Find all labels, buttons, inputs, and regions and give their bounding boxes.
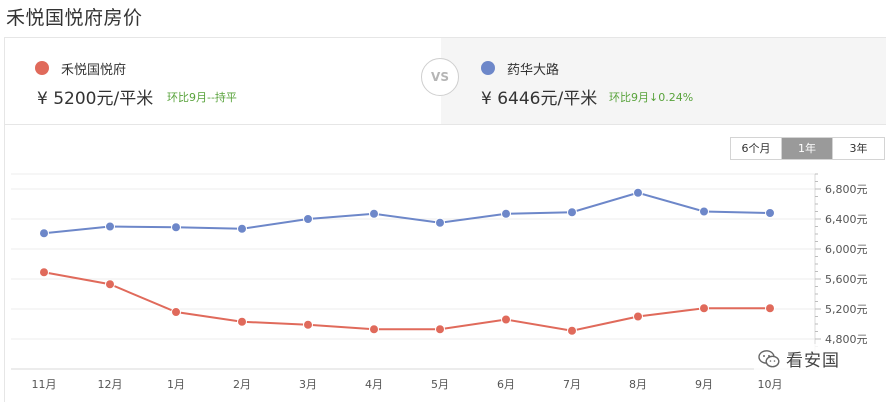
x-tick-label: 1月 (167, 378, 185, 391)
y-tick-label: 6,000元 (825, 243, 868, 256)
y-tick-label: 5,600元 (825, 273, 868, 286)
series-line (43, 271, 770, 332)
data-point[interactable] (39, 228, 49, 239)
data-point[interactable] (303, 214, 313, 224)
vs-badge: VS (421, 58, 459, 96)
right-community-panel: 药华大路 ¥ 6446元/平米 环比9月↓0.24% (441, 38, 886, 124)
wechat-icon (758, 349, 780, 367)
data-point[interactable] (39, 267, 49, 278)
x-tick-label: 7月 (563, 378, 581, 391)
x-tick-label: 11月 (32, 378, 57, 391)
data-point[interactable] (105, 279, 115, 290)
data-point[interactable] (171, 307, 181, 317)
price-trend-chart: 4,800元 5,200元 5,600元 6,000元 6,400元 6,800元 11月 1… (11, 173, 868, 391)
x-tick-label: 12月 (98, 378, 123, 391)
x-tick-label: 3月 (299, 378, 317, 391)
data-point[interactable] (105, 221, 115, 232)
right-price: ¥ 6446元/平米 (481, 89, 598, 109)
right-change: 环比9月↓0.24% (609, 91, 694, 104)
comparison-header: 禾悦国悦府 ¥ 5200元/平米 环比9月--持平 药华大路 ¥ 6446元/平… (5, 38, 886, 125)
left-community-name: 禾悦国悦府 (61, 63, 127, 78)
data-point[interactable] (699, 303, 709, 314)
data-point[interactable] (435, 324, 445, 335)
data-point[interactable] (633, 311, 643, 322)
x-tick-label: 10月 (758, 378, 783, 391)
data-point[interactable] (567, 325, 577, 336)
x-tick-label: 4月 (365, 378, 383, 391)
data-point[interactable] (435, 217, 445, 228)
data-point[interactable] (237, 223, 247, 234)
left-change: 环比9月--持平 (167, 91, 237, 104)
data-point[interactable] (765, 208, 775, 218)
series-line (43, 191, 771, 235)
left-community-panel: 禾悦国悦府 ¥ 5200元/平米 环比9月--持平 (5, 38, 440, 124)
data-point[interactable] (369, 208, 379, 219)
data-point[interactable] (765, 303, 775, 314)
left-legend-dot (35, 61, 49, 75)
right-legend-dot (481, 61, 495, 75)
watermark: 看安国 (754, 344, 844, 373)
x-tick-label: 8月 (629, 378, 647, 391)
x-tick-label: 5月 (431, 378, 449, 391)
right-community-name: 药华大路 (507, 63, 560, 78)
x-tick-label: 6月 (497, 378, 515, 391)
price-comparison-card: 禾悦国悦府 ¥ 5200元/平米 环比9月--持平 药华大路 ¥ 6446元/平… (4, 37, 886, 402)
data-point[interactable] (501, 208, 511, 219)
data-point[interactable] (501, 314, 511, 325)
watermark-text: 看安国 (786, 351, 840, 371)
left-price: ¥ 5200元/平米 (37, 89, 154, 109)
y-tick-label: 6,400元 (825, 213, 868, 226)
x-tick-label: 2月 (233, 378, 251, 391)
y-tick-label: 4,800元 (825, 333, 868, 346)
tab-1-year[interactable]: 1年 (782, 138, 833, 159)
data-point[interactable] (237, 316, 247, 327)
page-title: 禾悦国悦府房价 (6, 7, 143, 29)
tab-3-years[interactable]: 3年 (833, 138, 884, 159)
tab-6-months[interactable]: 6个月 (731, 138, 782, 159)
data-point[interactable] (699, 206, 709, 217)
data-point[interactable] (303, 319, 313, 330)
y-tick-label: 6,800元 (825, 183, 868, 196)
x-tick-label: 9月 (695, 378, 713, 391)
time-range-tabs: 6个月 1年 3年 (730, 137, 885, 160)
data-point[interactable] (171, 222, 181, 233)
data-point[interactable] (567, 207, 577, 218)
data-point[interactable] (369, 324, 379, 335)
y-tick-label: 5,200元 (825, 303, 868, 316)
data-point[interactable] (633, 187, 643, 198)
